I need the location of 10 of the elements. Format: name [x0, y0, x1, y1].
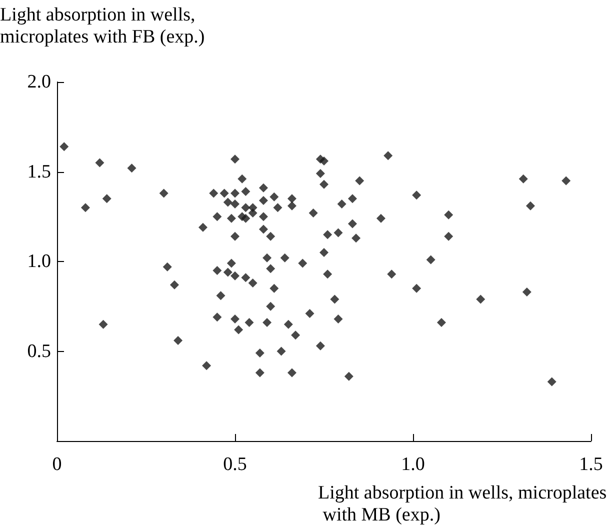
x-tick-label: 1.5	[579, 454, 603, 475]
y-axis-title: Light absorption in wells, microplates with FB (exp.)	[0, 4, 205, 48]
y-tick-label: 1.0	[27, 251, 51, 272]
x-axis-title: Light absorption in wells, microplates with MB (exp.)	[318, 482, 607, 526]
x-tick-label: 1.0	[401, 454, 425, 475]
y-tick-label: 2.0	[27, 72, 51, 92]
x-tick-label: 0.5	[223, 454, 247, 475]
y-tick-label: 1.5	[27, 161, 51, 182]
x-tick-label: 0	[52, 454, 62, 475]
y-tick-label: 0.5	[27, 340, 51, 362]
